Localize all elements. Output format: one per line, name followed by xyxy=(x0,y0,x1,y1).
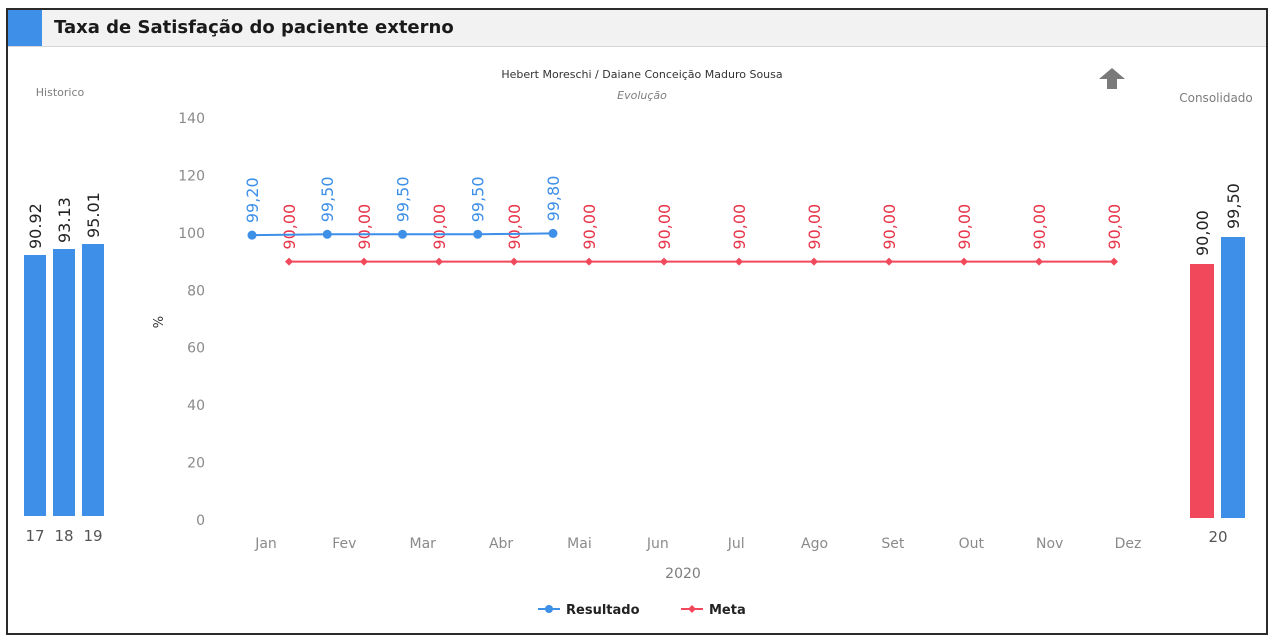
title-bar: Taxa de Satisfação do paciente externo xyxy=(8,10,1266,47)
meta-data-label: 90,00 xyxy=(430,204,449,250)
chart-frame: Taxa de Satisfação do paciente externo xyxy=(6,8,1268,635)
meta-point xyxy=(360,257,368,266)
resultado-data-label: 99,50 xyxy=(394,176,413,222)
x-tick-label: Fev xyxy=(332,536,356,552)
y-tick-label: 120 xyxy=(178,168,205,184)
x-tick-label: Jan xyxy=(254,536,277,552)
up-arrow-icon xyxy=(1099,68,1125,89)
meta-data-label: 90,00 xyxy=(955,204,974,250)
meta-data-label: 90,00 xyxy=(1030,204,1049,250)
historico-bar xyxy=(53,249,75,516)
x-tick-label: Ago xyxy=(801,536,828,552)
meta-data-label: 90,00 xyxy=(280,204,299,250)
resultado-point xyxy=(473,229,483,239)
consolidado-meta-bar xyxy=(1190,264,1214,518)
meta-point xyxy=(885,257,893,266)
resultado-point xyxy=(548,228,558,238)
historico-bar xyxy=(24,255,46,516)
meta-point xyxy=(1110,257,1118,266)
x-axis-title: 2020 xyxy=(665,566,701,582)
legend-meta-marker xyxy=(688,605,696,613)
historico-bar-label: 93.13 xyxy=(55,197,74,243)
historico-bar xyxy=(82,244,104,516)
meta-point xyxy=(735,257,743,266)
evolucao-title: Hebert Moreschi / Daiane Conceição Madur… xyxy=(501,68,782,81)
historico-bar-label: 90.92 xyxy=(26,203,45,249)
y-axis-title: % xyxy=(152,316,167,328)
page-title: Taxa de Satisfação do paciente externo xyxy=(54,17,454,38)
meta-point xyxy=(510,257,518,266)
consolidado-x-label: 20 xyxy=(1208,528,1227,546)
meta-point xyxy=(1035,257,1043,266)
resultado-point xyxy=(322,229,332,239)
y-tick-label: 60 xyxy=(187,341,205,357)
meta-point xyxy=(285,257,293,266)
meta-data-label: 90,00 xyxy=(355,204,374,250)
y-tick-label: 140 xyxy=(178,111,205,127)
resultado-data-label: 99,20 xyxy=(243,177,262,223)
y-tick-label: 40 xyxy=(187,398,205,414)
y-tick-label: 100 xyxy=(178,226,205,242)
resultado-data-label: 99,80 xyxy=(544,176,563,222)
consolidado-resultado-bar xyxy=(1221,237,1245,518)
consolidado-meta-label: 90,00 xyxy=(1193,210,1212,256)
x-tick-label: Jun xyxy=(646,536,669,552)
meta-data-label: 90,00 xyxy=(880,204,899,250)
consolidado-resultado-label: 99,50 xyxy=(1224,183,1243,229)
historico-x-label: 17 xyxy=(25,527,44,545)
x-tick-label: Mai xyxy=(567,536,592,552)
meta-point xyxy=(810,257,818,266)
meta-data-label: 90,00 xyxy=(580,204,599,250)
y-tick-label: 0 xyxy=(196,513,205,529)
x-tick-label: Jul xyxy=(727,536,745,552)
x-tick-label: Dez xyxy=(1115,536,1142,552)
resultado-data-label: 99,50 xyxy=(469,176,488,222)
historico-x-label: 19 xyxy=(83,527,102,545)
x-tick-label: Nov xyxy=(1036,536,1063,552)
meta-point xyxy=(435,257,443,266)
legend-resultado-label: Resultado xyxy=(566,603,640,618)
x-tick-label: Set xyxy=(881,536,905,552)
x-tick-label: Mar xyxy=(410,536,437,552)
meta-data-label: 90,00 xyxy=(505,204,524,250)
historico-bar-label: 95.01 xyxy=(84,192,103,238)
x-tick-label: Out xyxy=(959,536,985,552)
meta-point xyxy=(960,257,968,266)
meta-data-label: 90,00 xyxy=(730,204,749,250)
resultado-data-label: 99,50 xyxy=(318,176,337,222)
meta-point xyxy=(660,257,668,266)
legend-resultado-marker xyxy=(545,605,553,613)
consolidado-title: Consolidado xyxy=(1179,91,1253,105)
meta-data-label: 90,00 xyxy=(1105,204,1124,250)
meta-point xyxy=(585,257,593,266)
legend-meta-label: Meta xyxy=(709,603,746,618)
meta-data-label: 90,00 xyxy=(655,204,674,250)
resultado-point xyxy=(398,229,407,239)
historico-x-label: 18 xyxy=(54,527,73,545)
evolucao-subtitle: Evolução xyxy=(617,89,667,102)
historico-title: Historico xyxy=(36,86,85,99)
title-accent xyxy=(8,10,42,46)
y-tick-label: 20 xyxy=(187,456,205,472)
resultado-point xyxy=(247,230,257,240)
meta-data-label: 90,00 xyxy=(805,204,824,250)
y-tick-label: 80 xyxy=(187,283,205,299)
x-tick-label: Abr xyxy=(489,536,513,552)
